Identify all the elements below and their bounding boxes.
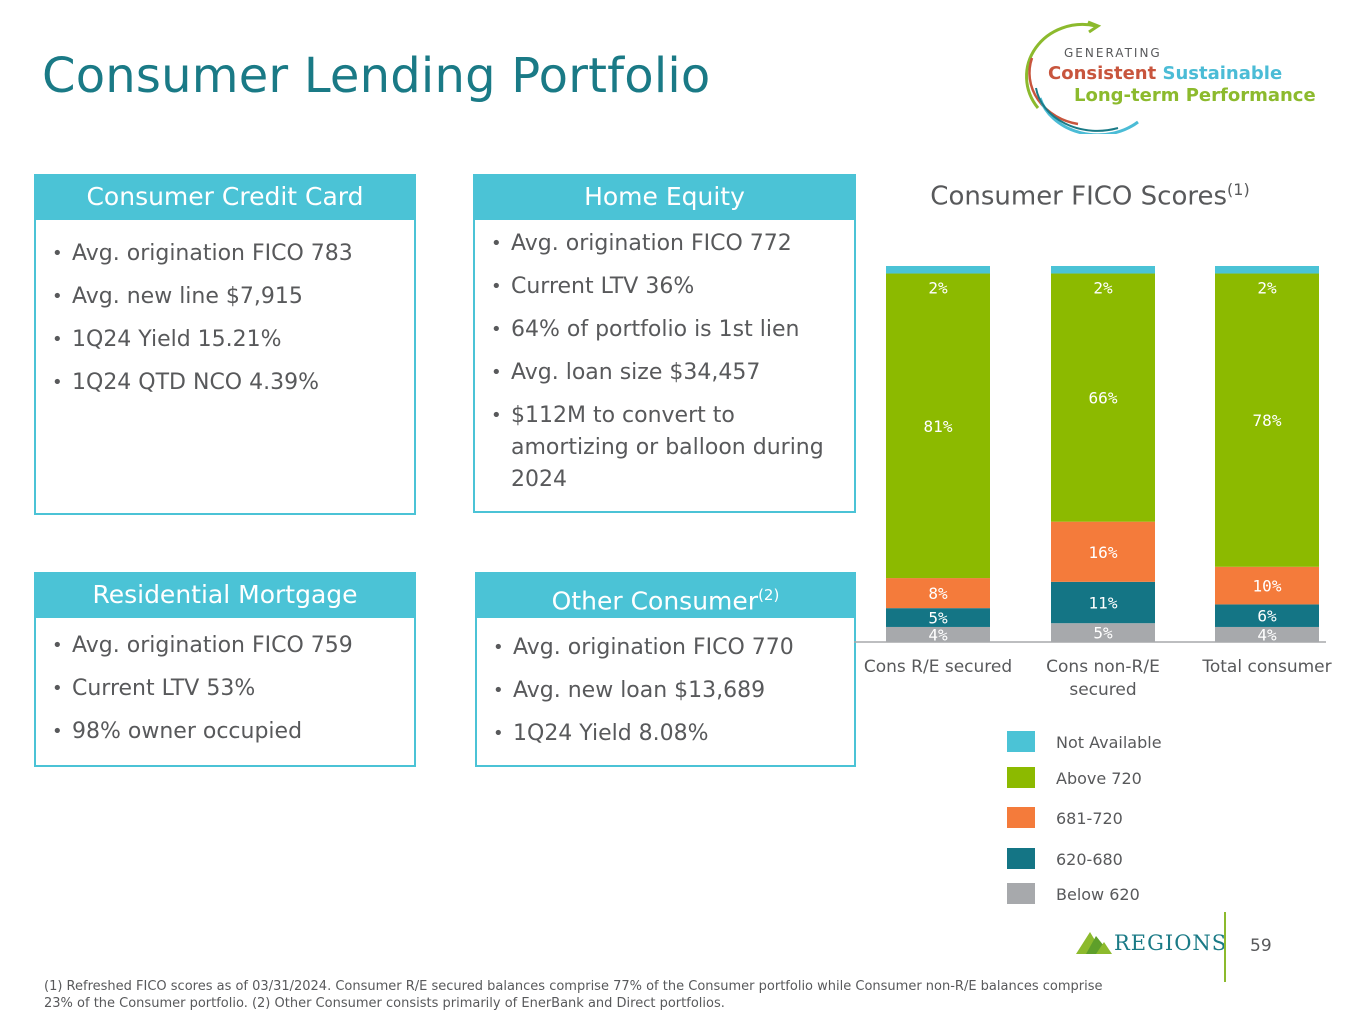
x-tick-label: Cons non-R/E — [1046, 657, 1160, 677]
card-other-consumer: Other Consumer(2) Avg. origination FICO … — [475, 572, 856, 767]
card-residential-mortgage: Residential Mortgage Avg. origination FI… — [34, 572, 416, 767]
card-home-equity: Home Equity Avg. origination FICO 772 Cu… — [473, 174, 856, 513]
bar-segment-not-available — [1215, 266, 1319, 274]
bar-segment-not-available — [1051, 266, 1155, 274]
bullet-item: Current LTV 36% — [489, 271, 840, 303]
legend-label: Not Available — [1056, 733, 1162, 752]
bar-segment-620-680 — [1051, 581, 1155, 624]
legend-swatch-below-620 — [1007, 883, 1035, 904]
bullet-list: Avg. origination FICO 772 Current LTV 36… — [475, 228, 854, 496]
regions-leaf-icon — [1076, 932, 1112, 954]
legend-label: Above 720 — [1056, 769, 1142, 788]
page-title: Consumer Lending Portfolio — [42, 48, 711, 104]
chart-canvas: 4%5%8%81%2%5%11%16%66%2%4%6%10%78%2%Cons… — [854, 266, 1332, 904]
bullet-item: $112M to convert to amortizing or balloo… — [489, 400, 840, 496]
bar-data-label: 6% — [1257, 607, 1277, 626]
regions-wordmark: REGIONS — [1114, 931, 1228, 955]
card-title: Other Consumer(2) — [475, 572, 856, 618]
chart-title: Consumer FICO Scores(1) — [840, 180, 1340, 212]
bar-segment-681-720 — [1051, 521, 1155, 582]
bullet-item: 64% of portfolio is 1st lien — [489, 314, 840, 346]
bar-data-label: 66% — [1089, 389, 1118, 408]
bullet-item: Avg. new line $7,915 — [50, 281, 400, 313]
bullet-item: Avg. origination FICO 770 — [491, 632, 840, 664]
bar-segment-below-620 — [886, 626, 990, 642]
bar-data-label: 4% — [928, 625, 948, 644]
bar-segment-below-620 — [1215, 626, 1319, 642]
tagline-arc-icon — [1025, 20, 1139, 134]
tagline-logo: GENERATING Consistent Sustainable Long-t… — [1018, 18, 1338, 134]
card-title: Home Equity — [473, 174, 856, 220]
bar-data-label: 4% — [1257, 625, 1277, 644]
bar-data-label: 78% — [1253, 411, 1282, 430]
bar-segment-620-680 — [886, 608, 990, 627]
bar-segment-not-available — [886, 266, 990, 274]
bar-data-label: 81% — [924, 417, 953, 436]
fico-scores-chart: 4% 5% 8% 81% 2% 5% 11% 16% 66% 2% 4% 6% 10% 78% 2% Cons… — [840, 170, 1340, 910]
bar-data-label: 8% — [928, 584, 948, 603]
bullet-item: Avg. origination FICO 759 — [50, 630, 400, 662]
bar-data-label: 5% — [1093, 624, 1113, 643]
bar-segment-below-620 — [1051, 623, 1155, 642]
tagline-line-1: Consistent Sustainable — [1048, 63, 1282, 84]
bar-data-label: 10% — [1253, 577, 1282, 596]
bar-segment-above-720 — [1215, 273, 1319, 567]
bullet-item: Avg. origination FICO 783 — [50, 238, 400, 270]
bullet-list: Avg. origination FICO 759 Current LTV 53… — [36, 630, 414, 748]
card-title-text: Other Consumer — [551, 586, 759, 616]
card-title: Consumer Credit Card — [34, 174, 416, 220]
bullet-item: 1Q24 QTD NCO 4.39% — [50, 367, 400, 399]
legend-swatch-681-720 — [1007, 807, 1035, 828]
legend-swatch-620-680 — [1007, 848, 1035, 869]
card-consumer-credit-card: Consumer Credit Card Avg. origination FI… — [34, 174, 416, 515]
regions-logo: REGIONS — [1076, 928, 1226, 958]
bar-segment-681-720 — [886, 578, 990, 609]
bar-segment-681-720 — [1215, 566, 1319, 605]
card-title: Residential Mortgage — [34, 572, 416, 618]
bar-segment-above-720 — [1051, 273, 1155, 522]
bullet-item: Avg. origination FICO 772 — [489, 228, 840, 260]
bullet-item: 1Q24 Yield 8.08% — [491, 718, 840, 750]
bar-data-label: 2% — [1257, 279, 1277, 298]
legend-swatch-not-available — [1007, 731, 1035, 752]
bullet-list: Avg. origination FICO 783 Avg. new line … — [36, 238, 414, 399]
x-tick-label: secured — [1069, 680, 1136, 700]
legend-label: Below 620 — [1056, 885, 1140, 904]
bullet-item: 98% owner occupied — [50, 716, 400, 748]
chart-title-footnote: (1) — [1227, 180, 1250, 199]
footnote: (1) Refreshed FICO scores as of 03/31/20… — [44, 979, 1103, 1011]
bar-data-label: 11% — [1089, 594, 1118, 613]
tagline-generating: GENERATING — [1064, 46, 1162, 60]
bar-data-label: 2% — [928, 279, 948, 298]
legend-label: 681-720 — [1056, 809, 1123, 828]
tagline-consistent: Consistent — [1048, 63, 1157, 84]
bar-segment-620-680 — [1215, 604, 1319, 627]
bar-data-label: 5% — [928, 609, 948, 628]
bullet-item: 1Q24 Yield 15.21% — [50, 324, 400, 356]
legend-label: 620-680 — [1056, 850, 1123, 869]
x-tick-label: Total consumer — [1201, 657, 1331, 677]
bullet-item: Current LTV 53% — [50, 673, 400, 705]
bar-segment-above-720 — [886, 273, 990, 579]
x-tick-label: Cons R/E secured — [864, 657, 1012, 677]
chart-title-text: Consumer FICO Scores — [930, 181, 1228, 212]
legend-swatch-above-720 — [1007, 767, 1035, 788]
page-number: 59 — [1250, 936, 1272, 956]
footer-divider — [1224, 912, 1226, 982]
tagline-line-2: Long-term Performance — [1074, 85, 1316, 106]
tagline-sustainable: Sustainable — [1162, 63, 1283, 84]
bullet-item: Avg. new loan $13,689 — [491, 675, 840, 707]
bullet-list: Avg. origination FICO 770 Avg. new loan … — [477, 632, 854, 750]
bar-data-label: 2% — [1093, 279, 1113, 298]
bullet-item: Avg. loan size $34,457 — [489, 357, 840, 389]
bar-data-label: 16% — [1089, 543, 1118, 562]
card-title-footnote: (2) — [758, 586, 780, 604]
